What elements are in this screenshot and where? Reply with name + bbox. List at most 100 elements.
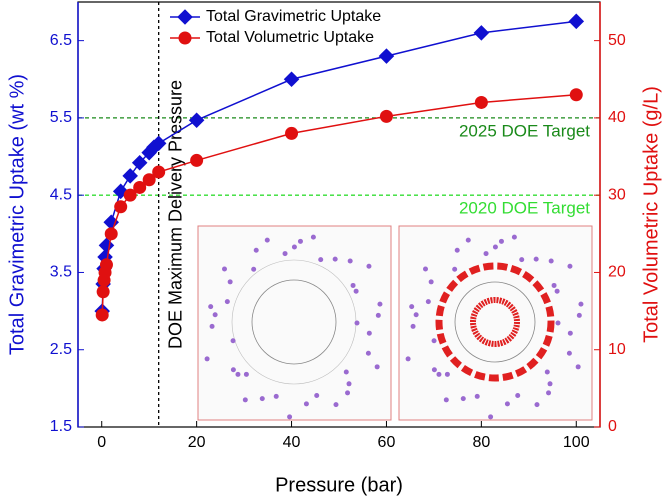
atom — [353, 288, 359, 294]
atom — [333, 402, 339, 408]
atom — [354, 320, 360, 326]
atom — [578, 301, 584, 307]
data-point — [133, 180, 147, 194]
y-tick-label: 6.5 — [50, 32, 72, 49]
data-point — [474, 95, 488, 109]
atom — [375, 312, 381, 318]
atom — [567, 330, 573, 336]
atom — [287, 414, 293, 420]
adsorbed-ring — [435, 262, 555, 382]
y2-axis-label: Total Volumetric Uptake (g/L) — [640, 86, 662, 343]
atom — [259, 396, 265, 402]
y-tick-label: 5.5 — [50, 109, 72, 126]
y-tick-label: 4.5 — [50, 186, 72, 203]
y2-tick-label: 20 — [608, 264, 626, 281]
data-point — [152, 165, 166, 179]
atom — [204, 356, 210, 362]
atom — [350, 282, 356, 288]
atom — [273, 393, 279, 399]
x-tick-label: 40 — [283, 434, 301, 451]
data-point — [96, 285, 110, 299]
atom — [483, 251, 489, 257]
atom — [544, 369, 550, 375]
x-tick-label: 100 — [563, 434, 590, 451]
x-tick-label: 20 — [188, 434, 206, 451]
data-point — [188, 112, 205, 129]
atom — [374, 364, 380, 370]
atom — [498, 238, 504, 244]
atom — [431, 367, 437, 373]
x-tick-label: 0 — [97, 434, 106, 451]
atom — [291, 244, 297, 250]
atom — [366, 330, 372, 336]
atom — [264, 237, 270, 243]
atom — [230, 367, 236, 373]
data-point — [114, 200, 128, 214]
atom — [310, 234, 316, 240]
data-point — [190, 153, 204, 167]
atom — [377, 301, 383, 307]
data-point — [104, 227, 118, 241]
data-point — [283, 71, 300, 88]
atom — [212, 312, 218, 318]
data-point — [568, 13, 585, 30]
legend-label: Total Gravimetric Uptake — [206, 8, 381, 25]
atom — [410, 323, 416, 329]
atom — [428, 279, 434, 285]
atom — [511, 234, 517, 240]
atom — [253, 247, 259, 253]
inset-left — [197, 225, 392, 421]
atom — [221, 266, 227, 272]
y-tick-label: 3.5 — [50, 264, 72, 281]
data-point — [122, 168, 138, 184]
atom — [452, 266, 458, 272]
data-point — [473, 25, 490, 41]
y2-tick-label: 0 — [608, 418, 617, 435]
atom — [314, 393, 320, 399]
atom — [227, 279, 233, 285]
data-point — [131, 154, 148, 171]
atom — [488, 414, 494, 420]
x-tick-label: 60 — [378, 434, 396, 451]
atom — [332, 256, 338, 262]
x-axis-label: Pressure (bar) — [275, 474, 403, 496]
legend-label: Total Volumetric Uptake — [206, 29, 374, 46]
atom — [413, 312, 419, 318]
y2-tick-label: 10 — [608, 341, 626, 358]
atom — [576, 312, 582, 318]
data-point — [142, 173, 156, 187]
data-point — [123, 188, 137, 202]
data-point — [379, 109, 393, 123]
atom — [474, 393, 480, 399]
data-point — [285, 126, 299, 140]
atom — [425, 299, 431, 305]
atom — [366, 263, 372, 269]
atom — [318, 257, 324, 263]
atom — [230, 338, 236, 344]
reference-label: 2025 DOE Target — [459, 121, 590, 140]
x-tick-label: 80 — [472, 434, 490, 451]
y2-tick-label: 30 — [608, 186, 626, 203]
atom — [405, 356, 411, 362]
atom — [443, 397, 449, 403]
atom — [436, 371, 442, 377]
atom — [504, 401, 510, 407]
atom — [534, 402, 540, 408]
atom — [431, 338, 437, 344]
legend-marker — [178, 31, 192, 45]
inset-frame — [197, 225, 392, 421]
y-tick-label: 1.5 — [50, 418, 72, 435]
atom — [409, 304, 415, 310]
atom — [235, 371, 241, 377]
legend-marker — [177, 9, 193, 25]
adsorbed-ring — [470, 297, 520, 347]
atom — [282, 251, 288, 257]
atom — [345, 390, 351, 396]
atom — [242, 397, 248, 403]
atom — [548, 258, 554, 264]
atom — [422, 266, 428, 272]
atom — [208, 304, 214, 310]
atom — [224, 299, 230, 305]
pore-ring — [454, 281, 536, 363]
